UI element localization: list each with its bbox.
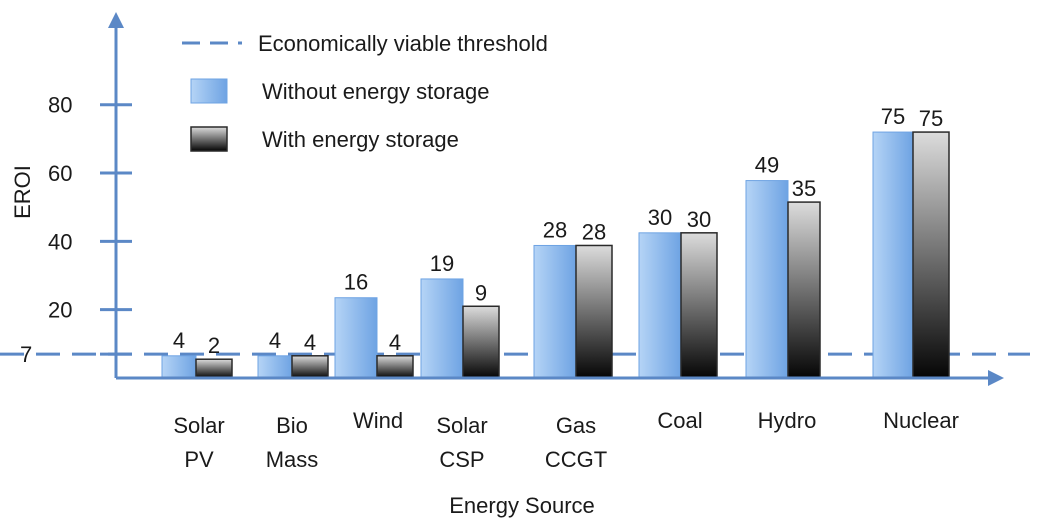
data-label-without-storage: 75: [881, 104, 905, 129]
data-label-without-storage: 30: [648, 205, 672, 230]
legend-with-storage-swatch: [190, 126, 228, 152]
bar-with-storage: [787, 201, 821, 379]
legend-without-storage-swatch: [190, 78, 228, 104]
data-label-with-storage: 2: [208, 333, 220, 358]
bar-with-storage: [462, 305, 500, 379]
data-label-with-storage: 75: [919, 106, 943, 131]
bar-without-storage: [161, 355, 197, 379]
y-axis-title: EROI: [10, 165, 35, 219]
bar-without-storage: [872, 131, 914, 379]
bar-with-storage: [376, 355, 414, 379]
category-label: Coal: [657, 408, 702, 433]
bar-without-storage: [745, 180, 789, 379]
category-labels: Solar PV Bio Mass Wind Solar CSP Gas CCGT Coal Hyd…: [173, 408, 959, 472]
bar-without-storage: [638, 232, 682, 379]
bar-with-storage: [195, 358, 233, 379]
bar-without-storage: [334, 297, 378, 379]
category-label: Solar: [436, 413, 487, 438]
category-label: Hydro: [758, 408, 817, 433]
data-label-with-storage: 35: [792, 176, 816, 201]
legend: Economically viable threshold Without en…: [182, 31, 548, 152]
bar-with-storage: [912, 131, 950, 379]
bar-with-storage: [291, 355, 329, 379]
data-label-without-storage: 19: [430, 251, 454, 276]
data-label-without-storage: 49: [755, 153, 779, 178]
data-label-with-storage: 4: [389, 330, 401, 355]
category-label: Gas: [556, 413, 596, 438]
data-label-with-storage: 4: [304, 330, 316, 355]
y-tick-label: 20: [48, 298, 72, 323]
bars: [161, 131, 950, 379]
category-label: PV: [184, 447, 214, 472]
y-tick-label: 7: [20, 342, 32, 367]
data-label-with-storage: 30: [687, 207, 711, 232]
y-tick-label: 40: [48, 229, 72, 254]
y-tick-label: 60: [48, 161, 72, 186]
bar-without-storage: [420, 278, 464, 379]
bar-without-storage: [257, 355, 293, 379]
data-label-without-storage: 16: [344, 270, 368, 295]
y-ticks: 7 20 40 60 80: [20, 93, 132, 367]
category-label: CSP: [439, 447, 484, 472]
category-label: Solar: [173, 413, 224, 438]
data-label-without-storage: 4: [173, 328, 185, 353]
axes: [108, 12, 1004, 386]
legend-threshold-label: Economically viable threshold: [258, 31, 548, 56]
bar-with-storage: [680, 232, 718, 379]
category-label: CCGT: [545, 447, 607, 472]
legend-with-storage-label: With energy storage: [262, 127, 459, 152]
category-label: Bio: [276, 413, 308, 438]
category-label: Nuclear: [883, 408, 959, 433]
bar-without-storage: [533, 244, 577, 379]
y-axis-arrow: [108, 12, 124, 28]
data-label-without-storage: 4: [269, 328, 281, 353]
legend-without-storage-label: Without energy storage: [262, 79, 489, 104]
data-label-without-storage: 28: [543, 217, 567, 242]
data-label-with-storage: 28: [582, 219, 606, 244]
bar-with-storage: [575, 244, 613, 379]
data-label-with-storage: 9: [475, 280, 487, 305]
x-axis-title: Energy Source: [449, 493, 595, 518]
y-tick-label: 80: [48, 93, 72, 118]
x-axis-arrow: [988, 370, 1004, 386]
category-label: Mass: [266, 447, 319, 472]
category-label: Wind: [353, 408, 403, 433]
